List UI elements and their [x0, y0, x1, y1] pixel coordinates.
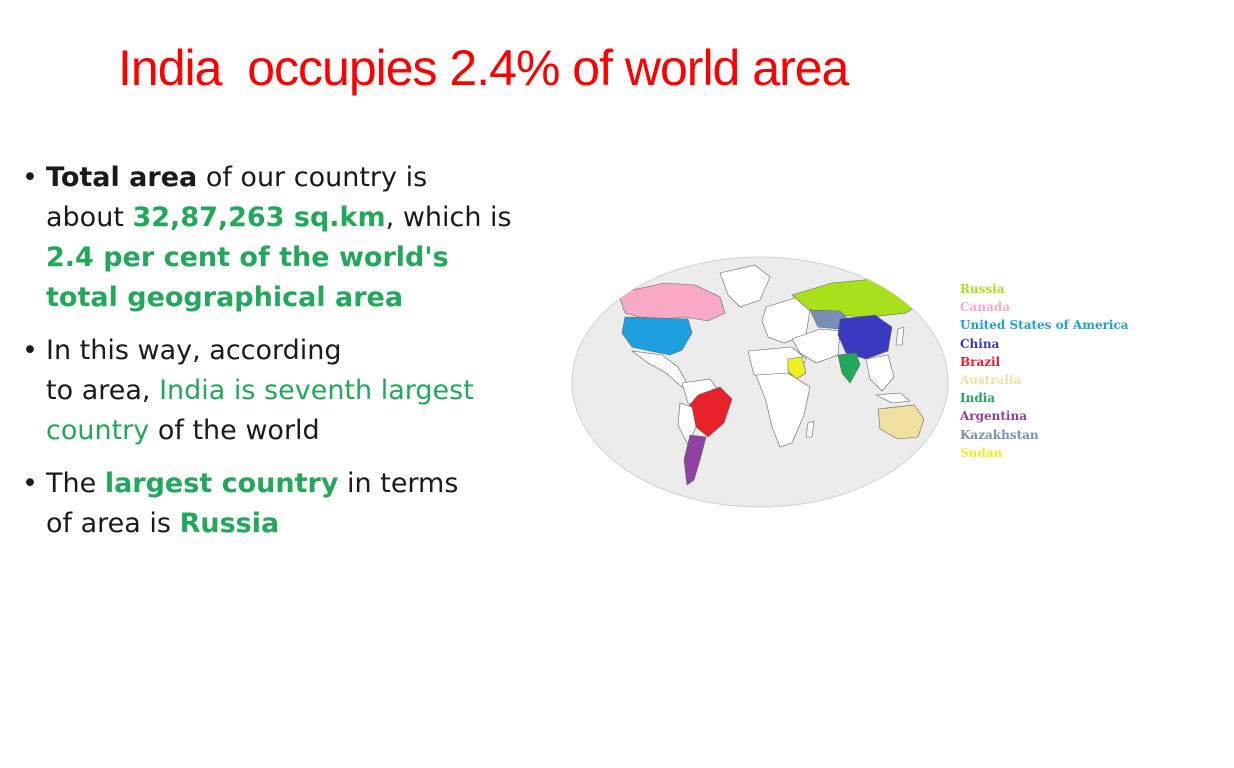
legend-item: Canada [960, 300, 1010, 315]
south-africa-shape [755, 372, 811, 448]
bullet-item: • Total area of our country is about 32,87… [22, 158, 552, 318]
bullet-text-segment: largest country [104, 468, 339, 499]
bullet-text-segment: , which is [385, 202, 512, 233]
bullet-text-segment: of our country is [197, 162, 428, 193]
madagascar-shape [805, 420, 815, 438]
bullet-text-segment: The [46, 468, 105, 499]
bullet-text-segment: to area, [46, 375, 160, 406]
bullet-item: • The largest country in terms of area is … [22, 464, 552, 544]
legend-item: Russia [960, 282, 1005, 296]
legend-item: Sudan [960, 445, 1003, 460]
indonesia-shape [874, 392, 911, 404]
bullet-text-segment: of the world [149, 415, 320, 446]
greenland-shape [719, 264, 771, 308]
bullet-text-segment: 2.4 per cent of the world's [46, 242, 449, 273]
bullet-dot-icon: • [22, 162, 38, 193]
bullet-line: total geographical area [46, 278, 552, 318]
japan-shape [895, 326, 905, 346]
argentina-shape [683, 434, 707, 486]
bullet-line: of area is Russia [46, 504, 552, 544]
bullet-text-segment: total geographical area [46, 282, 404, 313]
usa-shape [621, 316, 693, 356]
southeast-asia-shape [865, 354, 895, 392]
legend-item: Argentina [960, 409, 1027, 424]
new-zealand-shape [927, 436, 939, 452]
china-shape [837, 314, 893, 360]
bullet-text-segment: of area is [46, 508, 180, 539]
canada-shape [617, 282, 726, 322]
bullet-text-segment: India is seventh largest [159, 375, 474, 406]
bullet-line: 2.4 per cent of the world's [46, 238, 552, 278]
bullet-text-segment: Total area [46, 162, 198, 193]
bullet-line: In this way, according [46, 331, 552, 371]
bullet-text-segment: 32,87,263 sq.km [132, 202, 386, 233]
australia-shape [877, 404, 925, 440]
bullet-line: to area, India is seventh largest [46, 371, 552, 411]
legend-item: China [960, 336, 1000, 351]
bullet-dot-icon: • [22, 468, 38, 499]
legend-item: India [960, 391, 996, 406]
map-legend: Russia Canada United States of America Chin… [960, 280, 1129, 462]
bullet-item: • In this way, according to area, India i… [22, 331, 552, 451]
sudan-shape [787, 356, 807, 380]
bullet-text-segment: in terms [338, 468, 459, 499]
bullet-dot-icon: • [22, 335, 38, 366]
bullet-text-segment: country [46, 415, 150, 446]
legend-item: Brazil [960, 354, 1001, 369]
legend-item: Australia [960, 373, 1022, 388]
bullet-line: Total area of our country is [46, 158, 552, 198]
bullet-list: • Total area of our country is about 32,87… [22, 158, 552, 557]
world-map [571, 256, 949, 508]
bullet-line: country of the world [46, 411, 552, 451]
bullet-text-segment: Russia [179, 508, 280, 539]
india-shape [837, 352, 861, 384]
legend-item: United States of America [960, 318, 1129, 333]
bullet-text-segment: about [46, 202, 133, 233]
legend-item: Kazakhstan [960, 427, 1039, 442]
bullet-text-segment: In this way, according [46, 335, 342, 366]
bullet-line: The largest country in terms [46, 464, 552, 504]
bullet-line: about 32,87,263 sq.km, which is [46, 198, 552, 238]
slide-title: India occupies 2.4% of world area [118, 40, 849, 96]
